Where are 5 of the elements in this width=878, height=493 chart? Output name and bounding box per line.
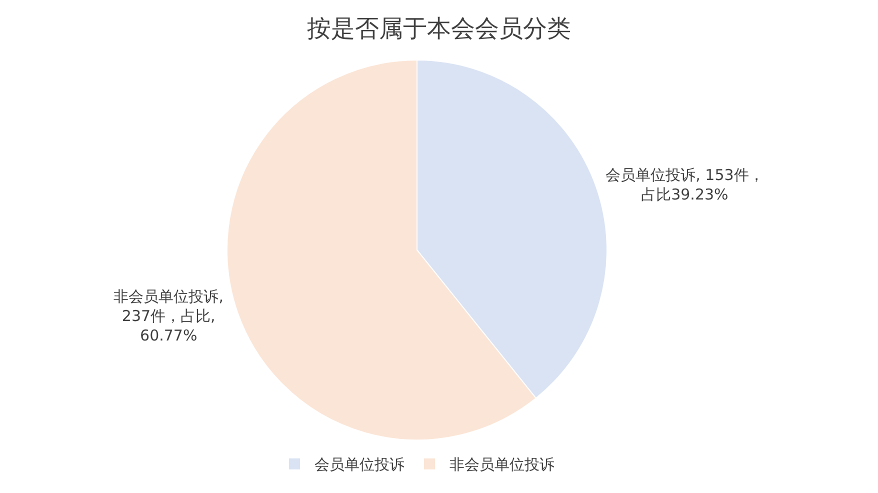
legend-label: 会员单位投诉 bbox=[314, 456, 404, 474]
chart-title: 按是否属于本会会员分类 bbox=[307, 14, 571, 43]
legend-label: 非会员单位投诉 bbox=[450, 456, 554, 474]
data-label: 会员单位投诉, 153件，占比39.23% bbox=[606, 166, 764, 204]
data-label: 非会员单位投诉,237件，占比,60.77% bbox=[114, 288, 224, 345]
